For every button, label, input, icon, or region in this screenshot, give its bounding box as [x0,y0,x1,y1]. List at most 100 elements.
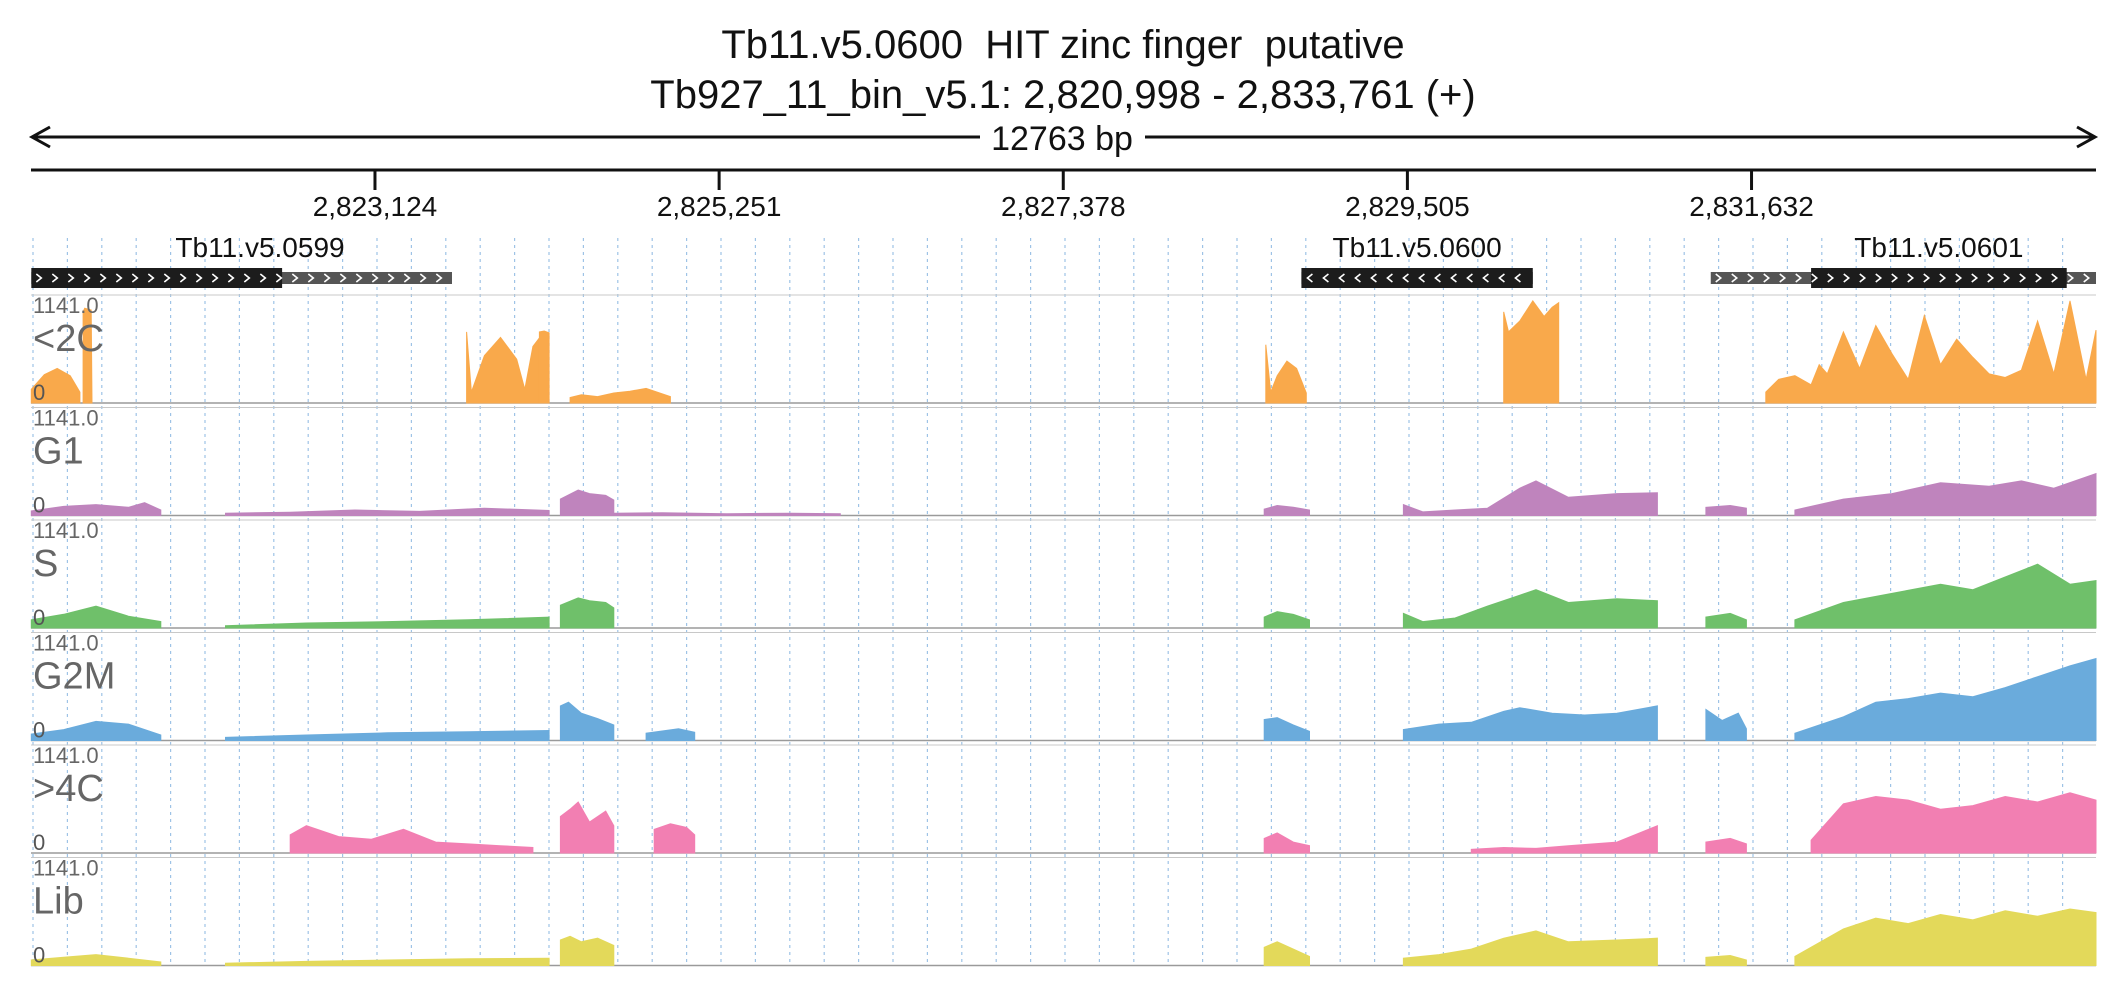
coverage-area [1705,837,1747,854]
coordinate-ruler: 2,823,124 2,825,251 2,827,378 2,829,505 2,83… [31,168,2096,222]
track-ymin-label: 0 [33,830,45,855]
ruler-tick-label: 2,823,124 [313,191,438,222]
coverage-area [1265,344,1307,404]
coverage-area [559,701,615,741]
strand-chevron-icon [1811,273,1819,283]
strand-chevron-icon [227,273,235,283]
strand-chevron-icon [1322,273,1329,283]
coverage-area [30,954,162,966]
gene-label[interactable]: Tb11.v5.0599 [175,232,344,263]
track-ymin-label: 0 [33,493,45,518]
coverage-area [1794,908,2097,966]
coverage-area [1705,612,1747,629]
coverage-area [569,387,671,404]
coverage-area [225,507,550,516]
strand-chevron-icon [1763,273,1771,283]
strand-chevron-icon [1859,273,1867,283]
coverage-area [613,512,841,516]
strand-chevron-icon [99,273,107,283]
track-<2C: 1141.0<2C 0 [30,293,2097,405]
track-name-label: G1 [33,431,84,473]
coverage-area [1263,504,1310,516]
strand-chevron-icon [115,273,123,283]
strand-chevron-icon [83,273,91,283]
strand-chevron-icon [387,273,395,283]
gridlines [32,238,2064,964]
track-ymin-label: 0 [33,380,45,405]
strand-chevron-icon [275,273,283,283]
coverage-area [225,729,550,741]
coverage-area [1402,480,1658,516]
strand-chevron-icon [1354,273,1361,283]
strand-chevron-icon [1338,273,1345,283]
strand-chevron-icon [243,273,251,283]
arrow-left-icon [28,125,51,149]
strand-chevron-icon [1306,273,1313,283]
coverage-area [1705,954,1747,966]
strand-chevron-icon [2019,273,2027,283]
locus-label: Tb927_11_bin_v5.1: 2,820,998 - 2,833,761… [650,73,1476,117]
strand-chevron-icon [259,273,267,283]
span-length-label: 12763 bp [991,120,1133,158]
coverage-area [559,801,615,854]
gene-label[interactable]: Tb11.v5.0601 [1854,232,2023,263]
strand-chevron-icon [1731,273,1739,283]
track-ymax-label: 1141.0 [33,743,99,768]
coverage-area [1470,824,1658,854]
strand-chevron-icon [2035,273,2043,283]
strand-chevron-icon [1891,273,1899,283]
track-name-label: >4C [33,768,104,810]
strand-chevron-icon [2051,273,2059,283]
gene-cds [1301,268,1533,288]
track->4C: 1141.0>4C 0 [31,743,2097,855]
coverage-area [559,489,615,516]
track-ymin-label: 0 [33,943,45,968]
track-name-label: <2C [33,318,104,360]
coverage-area [1765,300,2097,404]
strand-chevron-icon [1386,273,1393,283]
coverage-area [225,957,550,966]
coverage-area [1794,657,2097,741]
strand-chevron-icon [403,273,411,283]
coverage-area [1402,930,1658,966]
coverage-area [1402,705,1658,741]
gene-cds [1811,268,2067,288]
strand-chevron-icon [1971,273,1979,283]
track-ymax-label: 1141.0 [33,631,99,656]
strand-chevron-icon [1939,273,1947,283]
strand-chevron-icon [1715,273,1723,283]
gene-label[interactable]: Tb11.v5.0600 [1333,232,1502,263]
strand-chevron-icon [211,273,219,283]
track-ymax-label: 1141.0 [33,406,99,431]
track-ymax-label: 1141.0 [33,518,99,543]
track-name-label: G2M [33,656,115,698]
strand-chevron-icon [1482,273,1489,283]
strand-chevron-icon [419,273,427,283]
strand-chevron-icon [291,273,299,283]
strand-chevron-icon [1923,273,1931,283]
strand-chevron-icon [1907,273,1915,283]
strand-chevron-icon [131,273,139,283]
strand-chevron-icon [355,273,363,283]
coverage-area [1794,472,2097,516]
track-ymin-label: 0 [33,605,45,630]
coverage-area [30,720,162,741]
span-arrow: 12763 bp [28,120,2099,158]
coverage-tracks: 1141.0<2C01141.0G101141.0S01141.0G2M0114… [30,293,2097,968]
strand-chevron-icon [1370,273,1377,283]
coverage-area [1263,832,1310,854]
coverage-area [559,597,615,629]
coverage-area [1402,589,1658,629]
strand-chevron-icon [1418,273,1425,283]
ruler-tick-label: 2,825,251 [657,191,782,222]
strand-chevron-icon [51,273,59,283]
ruler-tick-label: 2,829,505 [1345,191,1470,222]
track-S: 1141.0S 0 [30,518,2097,630]
strand-chevron-icon [2003,273,2011,283]
strand-chevron-icon [1795,273,1803,283]
strand-chevron-icon [147,273,155,283]
strand-chevron-icon [1402,273,1409,283]
